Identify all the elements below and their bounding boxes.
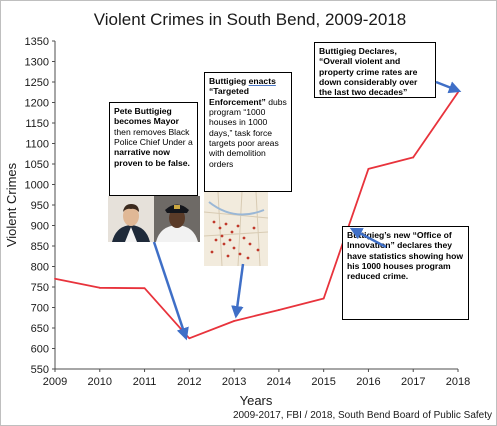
x-tick-label: 2015 [311,376,335,388]
x-tick-label: 2009 [43,376,67,388]
annotation-enforcement-text: dubs program “1000 houses in 1000 days,”… [209,96,287,169]
annotation-enforcement: Buttigieg enacts “Targeted Enforcement” … [204,72,292,192]
annotation-mayor-text: then removes Black Police Chief Under a [114,126,193,147]
x-tick-label: 2013 [222,376,246,388]
police-chief-photo [154,196,200,242]
annotation-enforcement-bold-a: Buttigieg [209,76,249,86]
annotation-mayor-bold2: narrative now proven to be false. [114,147,190,168]
data-point [322,297,325,300]
x-tick-label: 2016 [356,376,380,388]
x-tick-label: 2012 [177,376,201,388]
y-tick-label: 1050 [25,159,49,171]
annotation-mayor-bold: Pete Buttigieg becomes Mayor [114,106,179,127]
x-tick-label: 2017 [401,376,425,388]
annotation-declares-text: Buttigieg Declares, “Overall violent and… [319,46,418,98]
x-tick-label: 2010 [88,376,112,388]
y-tick-label: 1150 [25,118,49,130]
y-tick-label: 950 [31,200,49,212]
y-tick-label: 550 [31,364,49,376]
y-tick-label: 700 [31,303,49,315]
source-note: 2009-2017, FBI / 2018, South Bend Board … [233,410,492,421]
y-tick-label: 600 [31,344,49,356]
y-tick-label: 1000 [25,180,49,192]
annotation-mayor: Pete Buttigieg becomes Mayor then remove… [109,102,198,196]
y-tick-label: 1250 [25,77,49,89]
data-point [233,320,236,322]
series-line [54,91,459,340]
y-tick-label: 750 [31,282,49,294]
y-tick-label: 650 [31,323,49,335]
y-axis-label: Violent Crimes [4,162,19,247]
y-tick-label: 1300 [25,57,49,69]
x-axis-label: Years [240,393,273,408]
y-tick-label: 900 [31,221,49,233]
data-point [188,337,191,340]
data-point [143,287,146,290]
data-point [367,168,370,170]
data-point [412,156,415,159]
annotation-innovation: Buttigieg’s new “Office of Innovation” d… [342,226,469,320]
city-map-image [204,192,268,266]
annotation-innovation-text: Buttigieg’s new “Office of Innovation” d… [347,230,464,282]
x-tick-label: 2011 [133,376,157,388]
annotation-enforcement-bold-c: “Targeted Enforcement” [209,86,266,107]
chart-title: Violent Crimes in South Bend, 2009-2018 [94,10,407,29]
y-tick-label: 800 [31,262,49,274]
data-point [98,286,101,289]
y-tick-label: 1350 [25,36,49,48]
x-tick-label: 2014 [267,376,291,388]
portrait-photo [108,196,154,242]
data-point [277,309,280,311]
y-tick-label: 1100 [25,139,49,151]
plot-area: 550 600 650 700 750 800 850 900 950 1000 1050 1100 1… [25,36,471,388]
data-point [54,277,56,280]
annotation-declares: Buttigieg Declares, “Overall violent and… [314,42,436,98]
y-tick-label: 850 [31,241,49,253]
annotation-enforcement-bold-b: enacts [248,76,276,86]
data-point [457,91,459,94]
x-tick-label: 2018 [446,376,470,388]
y-tick-label: 1200 [25,98,49,110]
